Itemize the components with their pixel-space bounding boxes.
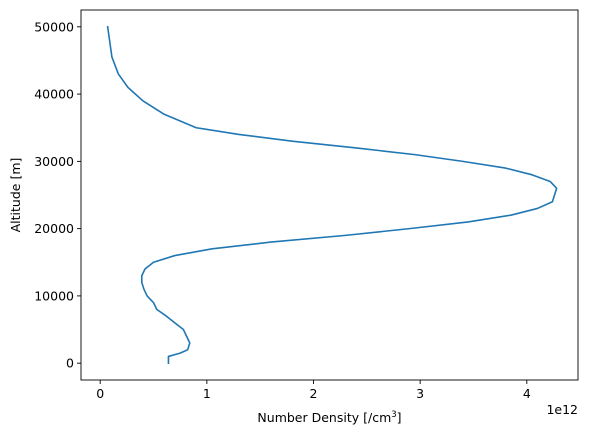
axes-border	[80, 9, 579, 381]
y-tick-label: 20000	[34, 221, 74, 236]
x-tick-label: 4	[523, 386, 531, 401]
x-axis-label: Number Density [/cm3]	[257, 410, 401, 425]
y-tick-label: 50000	[34, 19, 74, 34]
x-axis-offset-label: 1e12	[546, 402, 578, 417]
y-tick-label: 0	[66, 356, 74, 371]
x-tick-label: 2	[310, 386, 318, 401]
x-tick-label: 0	[96, 386, 104, 401]
plot-area	[80, 9, 579, 381]
y-axis-label: Altitude [m]	[8, 158, 23, 233]
series-layer	[106, 25, 558, 364]
axes-frame	[81, 10, 578, 380]
x-axis-label-main: Number Density [/cm	[257, 410, 391, 425]
x-axis-label-suffix: ]	[397, 410, 402, 425]
x-axis-label-superscript: 3	[391, 410, 396, 420]
x-tick-label: 3	[416, 386, 424, 401]
y-tick-label: 10000	[34, 288, 74, 303]
y-tick-label: 40000	[34, 87, 74, 102]
x-axis: 0 1 2 3 4	[96, 380, 531, 401]
series-line-0	[106, 25, 558, 364]
y-axis: 0 10000 20000 30000 40000 50000	[34, 19, 81, 371]
y-tick-label: 30000	[34, 154, 74, 169]
x-tick-label: 1	[203, 386, 211, 401]
